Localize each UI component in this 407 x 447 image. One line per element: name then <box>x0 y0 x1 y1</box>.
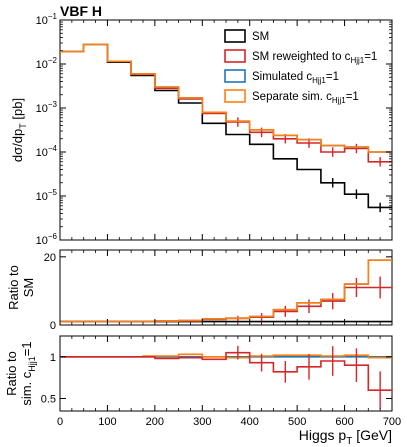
ratio_sm-series-separate <box>60 259 392 323</box>
ratio-sm-y-axis-label: Ratio to <box>6 265 21 310</box>
ratio_sim-series-reweighted <box>60 351 392 391</box>
x-tick-label: 400 <box>241 416 259 428</box>
x-axis-label-main: Higgs p <box>299 427 347 443</box>
x-tick-label: 300 <box>193 416 211 428</box>
x-tick-label: 100 <box>98 416 116 428</box>
legend-swatch-separate <box>224 89 246 103</box>
x-tick-label: 600 <box>335 416 353 428</box>
main-ytick-label: 10−3 <box>36 100 58 115</box>
main-ytick-label: 10−2 <box>36 56 58 71</box>
legend-label-simulated: Simulated cHjj1=1 <box>252 71 339 85</box>
legend-label-reweighted: SM reweighted to cHjj1=1 <box>252 51 377 65</box>
x-tick-label: 700 <box>383 416 401 428</box>
main-ytick-label: 10−4 <box>36 144 58 159</box>
x-axis-label: Higgs pT [GeV] <box>299 427 392 447</box>
x-tick-label: 500 <box>288 416 306 428</box>
main-ytick-label: 10−1 <box>36 12 58 27</box>
main-ytick-label: 10−5 <box>36 188 58 203</box>
ratio_sm-ytick-label: 20 <box>44 252 56 264</box>
legend-label-separate: Separate sim. cHjj1=1 <box>252 91 359 105</box>
x-axis-label-sub: T <box>346 436 352 447</box>
main-y-axis-label: dσ/dpT [pb] <box>10 98 28 162</box>
x-tick-label: 200 <box>146 416 164 428</box>
x-tick-label: 0 <box>57 416 63 428</box>
main-series-separate <box>60 43 392 153</box>
legend-swatch-reweighted <box>224 49 246 63</box>
ratio-sim-y-axis-label-2: sim. cHjj1=1 <box>19 341 37 405</box>
ratio_sm-frame <box>59 249 393 326</box>
legend-swatch-sm <box>224 29 246 43</box>
ratio_sim-ytick-label: 0.5 <box>41 394 56 406</box>
x-axis-label-unit: [GeV] <box>352 427 392 443</box>
main-series-sm <box>60 43 392 209</box>
main-panel: 10−1 10−2 10−3 10−4 10−5 10−6 dσ/dpT [pb] <box>10 12 393 247</box>
ratio_sm-ytick-label: 0 <box>50 320 56 332</box>
legend-swatch-simulated <box>224 69 246 83</box>
legend: SM SM reweighted to cHjj1=1 Simulated cHjj… <box>224 29 377 105</box>
chart-title: VBF H <box>60 3 102 19</box>
ratio_sm-series-simulated <box>60 259 392 323</box>
legend-label-sm: SM <box>252 31 269 43</box>
ratio-sm-y-axis-label-2: SM <box>21 278 36 298</box>
ratio-sim-y-axis-label: Ratio to <box>4 351 19 396</box>
ratio_sim-ytick-label: 1 <box>50 352 56 364</box>
main-ytick-label: 10−6 <box>36 232 58 247</box>
ratio_sm-series-reweighted <box>60 286 392 323</box>
ratio-to-sm-panel: 0 20 Ratio to SM <box>6 249 393 332</box>
ratio-to-sim-panel: 0.5 1 0 100 200 300 400 500 600 700 Ratio to sim. c… <box>4 335 401 428</box>
ratio_sim-frame <box>59 335 393 412</box>
